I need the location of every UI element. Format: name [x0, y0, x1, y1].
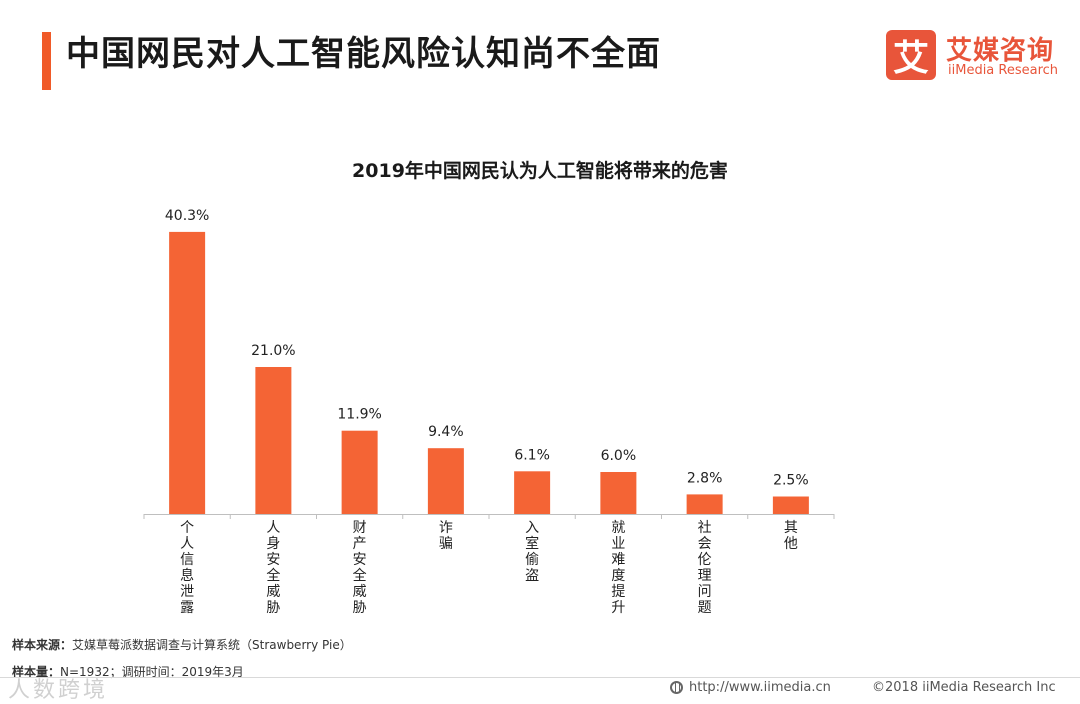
source-label: 样本来源： — [12, 638, 73, 652]
data-label-7: 2.5% — [773, 473, 809, 489]
category-label-5: 就业难度提升 — [611, 520, 625, 616]
category-label-2: 财产安全威胁 — [353, 520, 367, 616]
page-title: 中国网民对人工智能风险认知尚不全面 — [66, 34, 661, 74]
footer-url-text: http://www.iimedia.cn — [689, 680, 831, 695]
footer-divider — [0, 677, 1080, 678]
chart-notes: 样本来源：艾媒草莓派数据调查与计算系统（Strawberry Pie） 样本量：… — [12, 636, 352, 690]
bar-1 — [255, 367, 292, 514]
footer-copyright: ©2018 iiMedia Research Inc — [872, 680, 1056, 695]
category-label-3: 诈骗 — [439, 520, 453, 552]
bar-5 — [600, 472, 637, 514]
data-label-2: 11.9% — [337, 407, 381, 423]
bar-4 — [514, 471, 551, 514]
category-label-7: 其他 — [784, 520, 798, 552]
bar-7 — [772, 496, 809, 514]
category-label-0: 个人信息泄露 — [180, 520, 194, 616]
data-label-4: 6.1% — [514, 447, 550, 463]
logo-name-cn: 艾媒咨询 — [946, 36, 1055, 66]
bar-2 — [341, 430, 378, 514]
bar-0 — [169, 231, 206, 514]
category-label-6: 社会伦理问题 — [698, 520, 712, 616]
sample-note: 样本量：N=1932；调研时间：2019年3月 — [12, 663, 352, 680]
brand-logo: 艾 艾媒咨询 iiMedia Research — [886, 30, 1070, 82]
data-label-0: 40.3% — [165, 208, 209, 224]
sample-text: N=1932；调研时间：2019年3月 — [60, 665, 244, 679]
chart-title: 2019年中国网民认为人工智能将带来的危害 — [352, 160, 728, 182]
source-note: 样本来源：艾媒草莓派数据调查与计算系统（Strawberry Pie） — [12, 636, 352, 653]
category-label-4: 入室偷盗 — [525, 520, 539, 584]
sample-label: 样本量： — [12, 665, 61, 679]
globe-icon — [670, 681, 683, 694]
logo-mark-icon: 艾 — [886, 30, 936, 80]
data-label-5: 6.0% — [601, 448, 637, 464]
source-text: 艾媒草莓派数据调查与计算系统（Strawberry Pie） — [72, 638, 352, 652]
data-label-6: 2.8% — [687, 470, 723, 486]
footer-link[interactable]: http://www.iimedia.cn — [670, 680, 831, 695]
logo-name-en: iiMedia Research — [948, 63, 1059, 78]
data-label-3: 9.4% — [428, 424, 464, 440]
category-label-1: 人身安全威胁 — [266, 520, 280, 616]
watermark: 人数跨境 — [8, 678, 109, 703]
data-label-1: 21.0% — [251, 343, 295, 359]
title-accent-bar — [42, 32, 51, 90]
bar-3 — [427, 448, 464, 514]
bar-6 — [686, 494, 723, 514]
